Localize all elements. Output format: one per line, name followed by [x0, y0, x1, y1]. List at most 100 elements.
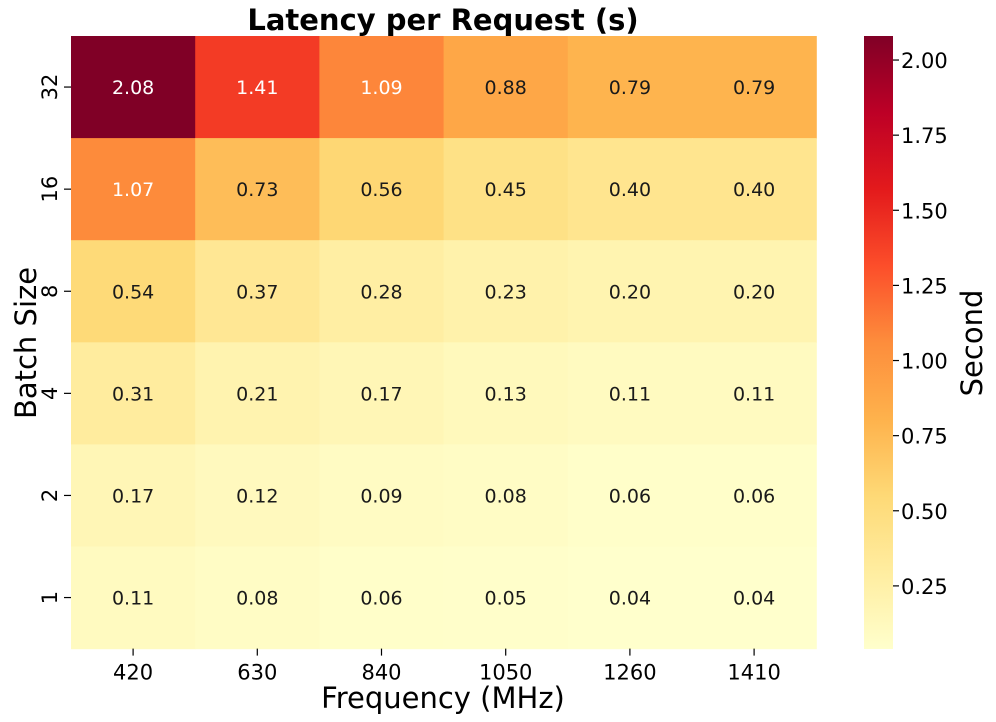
- x-tick-label: 420: [113, 661, 153, 685]
- heatmap-cell: [692, 138, 817, 241]
- cell-value-label: 0.11: [609, 383, 651, 405]
- cell-value-label: 0.08: [236, 588, 278, 610]
- colorbar-tick-label: 1.50: [901, 199, 948, 223]
- cell-value-label: 0.06: [360, 588, 402, 610]
- heatmap-cells: [71, 36, 817, 650]
- heatmap-cell: [567, 138, 693, 241]
- cell-value-label: 0.40: [733, 179, 775, 201]
- x-tick-label: 840: [361, 661, 401, 685]
- x-tick-label: 1260: [603, 661, 656, 685]
- y-tick-label: 2: [38, 489, 62, 502]
- cell-value-label: 0.11: [733, 383, 775, 405]
- cell-value-label: 0.56: [360, 179, 402, 201]
- y-tick-label: 16: [38, 176, 62, 203]
- heatmap-cell: [195, 138, 320, 241]
- heatmap-cell: [195, 546, 320, 650]
- cell-value-label: 0.28: [360, 281, 402, 303]
- x-axis-ticks: 420 630 840 1050 1260 1410: [113, 648, 781, 685]
- heatmap-cell: [195, 36, 320, 139]
- heatmap-cell: [692, 546, 817, 650]
- cell-value-label: 0.21: [236, 383, 278, 405]
- cell-value-label: 0.12: [236, 485, 278, 507]
- heatmap-cell: [71, 546, 196, 650]
- heatmap-cell: [195, 342, 320, 445]
- x-tick-label: 630: [237, 661, 277, 685]
- cell-value-label: 2.08: [112, 77, 154, 99]
- heatmap-cell: [692, 240, 817, 343]
- cell-value-label: 0.05: [485, 588, 527, 610]
- colorbar-ticks: 0.25 0.50 0.75 1.00 1.25 1.50 1.75 2.00: [893, 49, 948, 599]
- y-axis-label: Batch Size: [9, 267, 43, 419]
- heatmap-cell: [443, 36, 569, 139]
- cell-value-label: 0.40: [609, 179, 651, 201]
- x-tick-label: 1050: [479, 661, 532, 685]
- cell-value-label: 0.45: [485, 179, 527, 201]
- heatmap-cell: [692, 444, 817, 548]
- cell-value-label: 0.17: [360, 383, 402, 405]
- cell-value-label: 0.23: [485, 281, 527, 303]
- heatmap-cell: [319, 240, 445, 343]
- heatmap-cell: [195, 444, 320, 548]
- heatmap-cell: [443, 342, 569, 445]
- heatmap-cell: [319, 36, 445, 139]
- cell-value-label: 0.79: [609, 77, 651, 99]
- heatmap-cell: [71, 342, 196, 445]
- cell-value-label: 0.08: [485, 485, 527, 507]
- heatmap-cell: [195, 240, 320, 343]
- heatmap-cell: [443, 138, 569, 241]
- heatmap-cell: [567, 36, 693, 139]
- cell-value-label: 0.17: [112, 485, 154, 507]
- colorbar-tick-label: 0.25: [901, 575, 948, 599]
- cell-value-label: 0.31: [112, 383, 154, 405]
- cell-value-label: 1.41: [236, 77, 278, 99]
- cell-value-label: 0.20: [609, 281, 651, 303]
- colorbar-tick-label: 0.50: [901, 500, 948, 524]
- cell-value-label: 0.06: [609, 485, 651, 507]
- heatmap-cell: [71, 138, 196, 241]
- cell-value-label: 0.04: [733, 588, 775, 610]
- cell-value-label: 0.09: [360, 485, 402, 507]
- cell-value-label: 1.09: [360, 77, 402, 99]
- colorbar-tick-label: 2.00: [901, 49, 948, 73]
- heatmap-cell: [71, 240, 196, 343]
- x-axis-label: Frequency (MHz): [321, 681, 565, 715]
- cell-value-label: 0.06: [733, 485, 775, 507]
- colorbar-label: Second: [955, 290, 989, 397]
- heatmap-cell: [567, 546, 693, 650]
- heatmap-cell: [567, 240, 693, 343]
- cell-value-label: 0.73: [236, 179, 278, 201]
- cell-value-label: 0.20: [733, 281, 775, 303]
- heatmap-cell: [443, 444, 569, 548]
- cell-value-label: 0.54: [112, 281, 154, 303]
- colorbar-tick-label: 1.75: [901, 124, 948, 148]
- colorbar-tick-label: 1.25: [901, 274, 948, 298]
- cell-value-label: 0.13: [485, 383, 527, 405]
- y-axis-ticks: 32 16 8 4 2 1: [38, 74, 71, 604]
- heatmap-cell: [319, 138, 445, 241]
- cell-value-label: 1.07: [112, 179, 154, 201]
- colorbar: [864, 36, 893, 649]
- colorbar-tick-label: 1.00: [901, 350, 948, 374]
- heatmap-cell: [319, 342, 445, 445]
- heatmap-cell: [71, 444, 196, 548]
- cell-value-label: 0.88: [485, 77, 527, 99]
- heatmap-cell: [71, 36, 196, 139]
- y-tick-label: 8: [38, 285, 62, 298]
- y-tick-label: 32: [38, 74, 62, 101]
- heatmap-cell: [567, 444, 693, 548]
- heatmap-cell: [567, 342, 693, 445]
- cell-value-label: 0.11: [112, 588, 154, 610]
- y-tick-label: 4: [38, 387, 62, 400]
- colorbar-tick-label: 0.75: [901, 425, 948, 449]
- cell-value-label: 0.37: [236, 281, 278, 303]
- cell-value-label: 0.79: [733, 77, 775, 99]
- heatmap-cell: [692, 36, 817, 139]
- heatmap-cell: [443, 240, 569, 343]
- chart-title: Latency per Request (s): [247, 3, 638, 37]
- heatmap-cell: [443, 546, 569, 650]
- heatmap-cell: [319, 444, 445, 548]
- heatmap-cell: [692, 342, 817, 445]
- heatmap-cell-labels: 2.08 1.41 1.09 0.88 0.79 0.79 1.07 0.73 0.56 0.45…: [112, 77, 775, 610]
- y-tick-label: 1: [38, 591, 62, 604]
- x-tick-label: 1410: [727, 661, 780, 685]
